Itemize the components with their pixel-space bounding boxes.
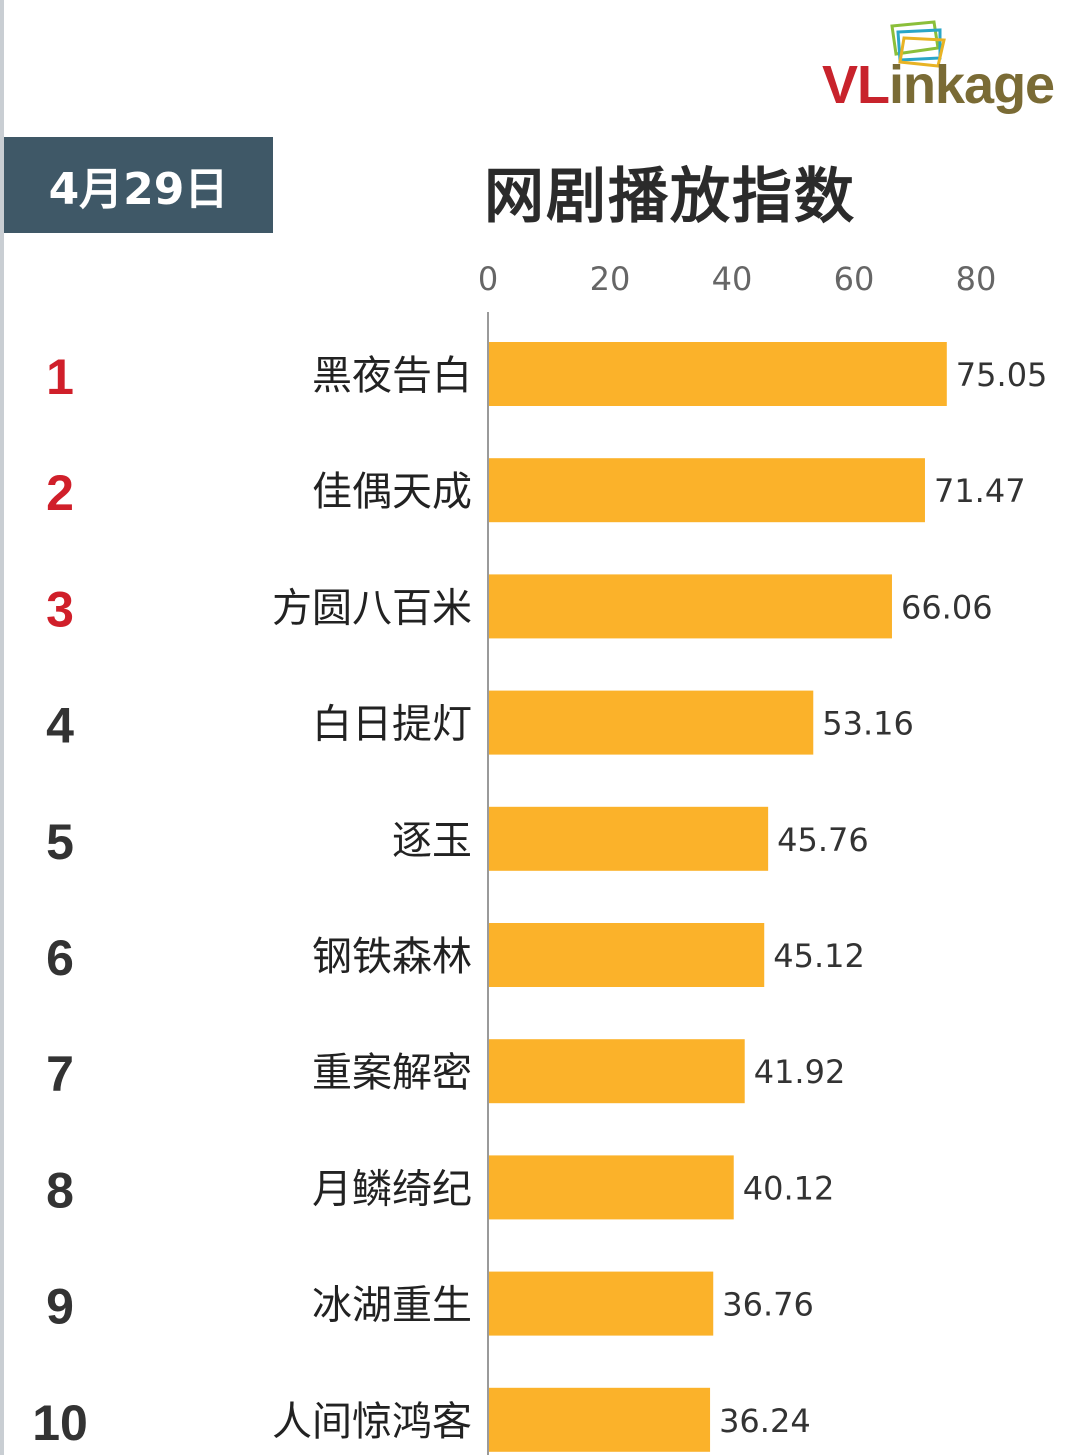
value-label: 41.92 — [754, 1053, 846, 1091]
value-label: 75.05 — [956, 356, 1048, 394]
category-label: 佳偶天成 — [312, 469, 472, 515]
rank-number: 6 — [46, 930, 74, 986]
value-label: 66.06 — [901, 588, 993, 626]
category-label: 黑夜告白 — [312, 353, 472, 399]
category-label: 逐玉 — [392, 818, 472, 864]
x-tick-label: 80 — [956, 260, 997, 298]
x-tick-label: 20 — [590, 260, 631, 298]
value-label: 36.24 — [719, 1402, 811, 1440]
rank-number: 7 — [46, 1046, 74, 1102]
category-label: 钢铁森林 — [312, 934, 472, 980]
rank-number: 8 — [46, 1162, 74, 1218]
bar — [489, 574, 892, 639]
bar — [489, 342, 947, 406]
x-tick-label: 60 — [834, 260, 875, 298]
rank-number: 5 — [46, 814, 74, 870]
rank-number: 2 — [46, 465, 74, 521]
bar — [489, 923, 765, 987]
value-label: 71.47 — [934, 472, 1026, 510]
bar — [489, 1271, 714, 1336]
bar — [489, 458, 925, 523]
rank-number: 9 — [46, 1279, 74, 1335]
value-label: 53.16 — [822, 705, 914, 743]
bar — [489, 1039, 745, 1104]
x-tick-label: 0 — [478, 260, 498, 298]
x-tick-label: 40 — [712, 260, 753, 298]
value-label: 45.76 — [777, 821, 869, 859]
category-label: 白日提灯 — [312, 702, 472, 748]
category-label: 冰湖重生 — [312, 1283, 472, 1329]
chart-title: 网剧播放指数 — [484, 162, 856, 232]
logo-frames-icon — [890, 20, 946, 68]
bar — [489, 1387, 711, 1452]
bar — [489, 1155, 734, 1220]
left-edge-strip — [0, 0, 4, 1455]
rank-number: 4 — [46, 698, 74, 754]
category-label: 方圆八百米 — [272, 585, 472, 631]
rank-number: 3 — [46, 581, 74, 637]
bar — [489, 806, 769, 871]
value-label: 40.12 — [743, 1169, 835, 1207]
logo-wordmark: VLinkage — [822, 55, 1055, 115]
date-badge: 4月29日 — [4, 137, 273, 233]
rank-number: 10 — [32, 1395, 88, 1451]
rank-number: 1 — [46, 349, 74, 405]
category-label: 月鳞绮纪 — [312, 1166, 472, 1212]
category-label: 重案解密 — [312, 1050, 472, 1096]
category-label: 人间惊鸿客 — [272, 1399, 472, 1445]
vlinkage-logo: VLinkage — [822, 18, 1072, 118]
value-label: 36.76 — [722, 1286, 814, 1324]
value-label: 45.12 — [773, 937, 865, 975]
bar — [489, 690, 814, 755]
